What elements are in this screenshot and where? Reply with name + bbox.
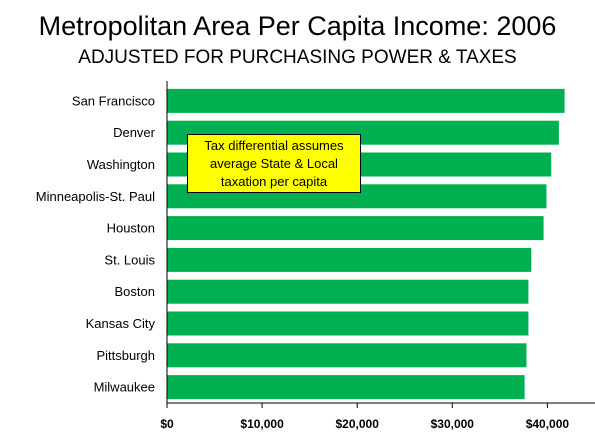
- bar-kansas-city: [167, 311, 529, 336]
- bar-milwaukee: [167, 375, 525, 400]
- bar-san-francisco: [167, 88, 565, 113]
- category-label-st-louis: St. Louis: [104, 252, 155, 267]
- bar-boston: [167, 279, 529, 304]
- bar-st-louis: [167, 247, 532, 272]
- category-label-washington: Washington: [87, 157, 155, 172]
- category-label-san-francisco: San Francisco: [72, 93, 155, 108]
- x-tick-label: $20,000: [336, 417, 380, 431]
- x-tick-label: $30,000: [431, 417, 475, 431]
- category-label-kansas-city: Kansas City: [86, 316, 156, 331]
- category-label-pittsburgh: Pittsburgh: [96, 348, 155, 363]
- category-label-minneapolis-st-paul: Minneapolis-St. Paul: [36, 189, 155, 204]
- category-label-denver: Denver: [113, 125, 156, 140]
- x-tick-label: $40,000: [526, 417, 570, 431]
- x-tick-label: $0: [160, 417, 174, 431]
- chart-title: Metropolitan Area Per Capita Income: 200…: [38, 11, 557, 41]
- category-label-milwaukee: Milwaukee: [94, 380, 155, 395]
- x-tick-label: $10,000: [240, 417, 284, 431]
- bar-houston: [167, 216, 544, 241]
- category-label-boston: Boston: [115, 284, 155, 299]
- tax-differential-note: Tax differential assumes average State &…: [187, 134, 361, 193]
- bar-pittsburgh: [167, 343, 527, 368]
- category-label-houston: Houston: [107, 221, 155, 236]
- chart-subtitle: ADJUSTED FOR PURCHASING POWER & TAXES: [78, 47, 517, 68]
